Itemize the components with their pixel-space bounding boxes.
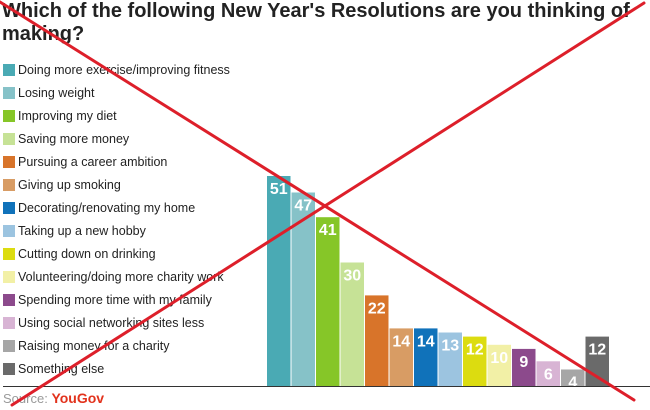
data-label: 22 — [368, 300, 386, 317]
data-label: 6 — [544, 366, 553, 383]
yougov-logo: YouGov — [51, 390, 105, 406]
data-label: 12 — [466, 342, 484, 359]
bar — [291, 192, 315, 386]
data-label: 13 — [441, 338, 459, 355]
data-label: 10 — [490, 350, 508, 367]
bar — [267, 176, 291, 386]
data-label: 4 — [568, 375, 577, 392]
source-label: Source: — [3, 391, 48, 406]
data-label: 30 — [343, 268, 361, 285]
data-label: 14 — [417, 333, 435, 350]
source-credit: Source: YouGov — [3, 390, 104, 406]
data-label: 9 — [519, 354, 528, 371]
data-label: 12 — [588, 342, 606, 359]
data-label: 41 — [319, 222, 337, 239]
data-label: 51 — [270, 181, 288, 198]
data-label: 47 — [294, 198, 312, 215]
data-label: 14 — [392, 333, 410, 350]
bar — [316, 217, 340, 386]
